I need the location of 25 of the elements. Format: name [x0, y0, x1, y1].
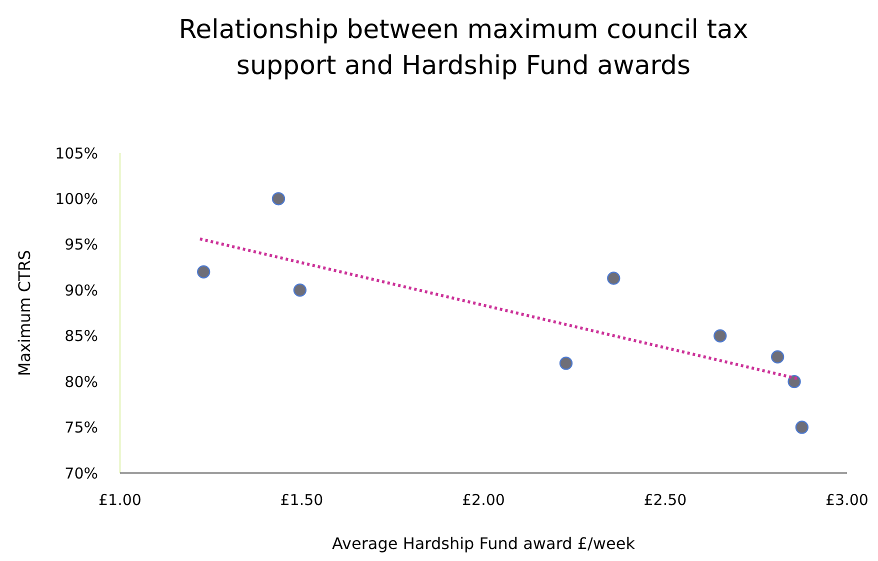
x-tick-label: £3.00 [826, 491, 868, 509]
point [770, 350, 784, 364]
y-tick-label: 95% [64, 236, 98, 254]
x-axis-title: Average Hardship Fund award £/week [332, 534, 636, 553]
y-tick-label: 85% [64, 327, 98, 346]
x-tick-label: £1.00 [98, 491, 142, 509]
y-tick-label: 105% [55, 144, 98, 162]
x-tick-label: £1.50 [280, 491, 324, 509]
y-tick-label: 100% [55, 190, 98, 208]
y-tick-label: 90% [64, 281, 98, 300]
point [607, 272, 620, 285]
y-tick-label: 80% [64, 372, 98, 391]
point [788, 374, 801, 388]
y-axis-title: Maximum CTRS [15, 250, 34, 376]
y-tick-label: 70% [64, 464, 98, 482]
point [714, 329, 727, 342]
point [272, 192, 286, 206]
point [293, 284, 307, 297]
point [559, 356, 573, 370]
point [795, 420, 809, 434]
y-tick-label: 75% [64, 418, 98, 437]
point [197, 265, 210, 278]
x-tick-label: £2.50 [644, 491, 687, 509]
chart-title: Relationship between maximum council tax support and Hardship Fund awards [178, 15, 748, 81]
x-tick-label: £2.00 [462, 491, 505, 509]
